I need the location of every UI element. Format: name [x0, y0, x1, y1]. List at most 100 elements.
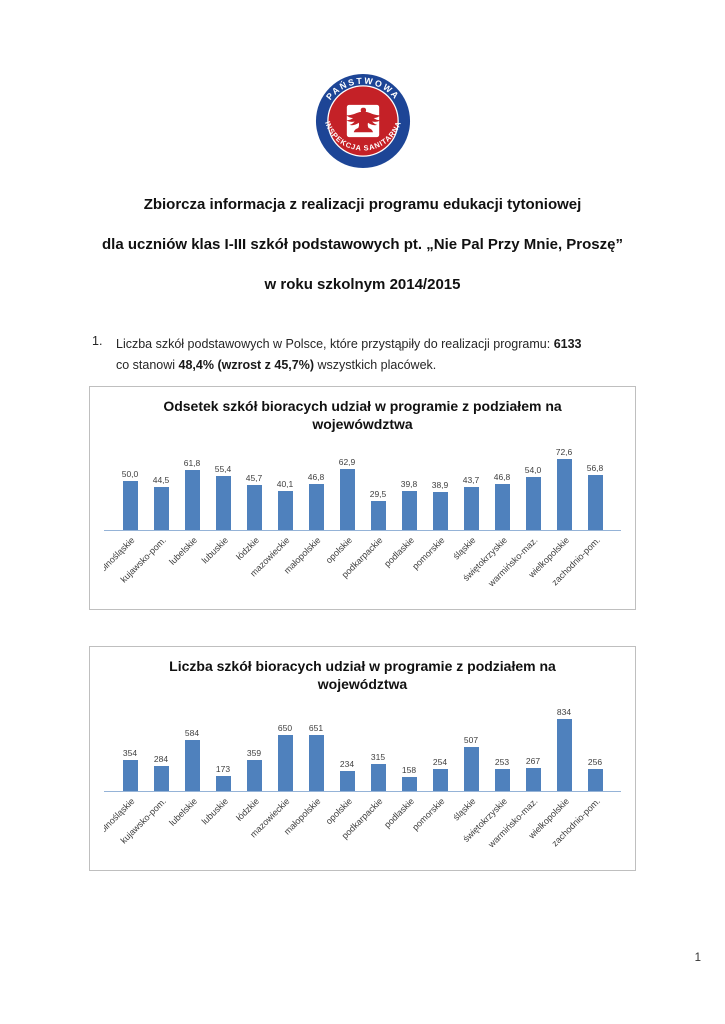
bar-column: 50,0: [115, 469, 146, 530]
bar-value-label: 44,5: [152, 475, 170, 485]
bar-value-label: 584: [184, 728, 200, 738]
bar-value-label: 284: [153, 754, 169, 764]
chart-count-box: Liczba szkół bioracych udział w programi…: [89, 646, 636, 871]
category-label: zachodnio-pom.: [550, 531, 611, 603]
bar-value-label: 39,8: [400, 479, 418, 489]
bar: [525, 768, 541, 791]
bar-column: 40,1: [270, 479, 301, 530]
chart-count-bars: 354 284 584 173 359 650 651 234 315 158 254 507 253 2…: [104, 701, 621, 792]
bar-value-label: 61,8: [183, 458, 201, 468]
bar-value-label: 46,8: [493, 472, 511, 482]
bar-value-label: 72,6: [555, 447, 573, 457]
bar: [122, 760, 138, 791]
bar-column: 507: [456, 735, 487, 791]
chart-count-title: Liczba szkół bioracych udział w programi…: [169, 658, 556, 692]
bar-column: 45,7: [239, 473, 270, 530]
bar-column: 254: [425, 757, 456, 791]
bar: [463, 487, 479, 530]
bar-value-label: 43,7: [462, 475, 480, 485]
bar: [463, 747, 479, 791]
bar-column: 61,8: [177, 458, 208, 530]
bar-column: 158: [394, 765, 425, 791]
bar-value-label: 158: [401, 765, 417, 775]
category-text: śląskie: [451, 796, 479, 823]
eagle-icon: [345, 107, 381, 133]
chart-percentage-box: Odsetek szkół bioracych udział w program…: [89, 386, 636, 610]
category-label: kujawsko-pom.: [119, 531, 177, 603]
bar-column: 62,9: [332, 457, 363, 530]
bar-column: 72,6: [549, 447, 580, 530]
bar-column: 834: [549, 707, 580, 791]
bar: [153, 487, 169, 530]
bar-value-label: 359: [246, 748, 262, 758]
chart-percentage-categories: dolnośląskie kujawsko-pom. lubelskie lubusk…: [104, 531, 621, 603]
bar-column: 354: [115, 748, 146, 791]
chart-percentage-bars: 50,0 44,5 61,8 55,4 45,7 40,1 46,8 62,9 29,5 39,8…: [104, 441, 621, 531]
category-label: małopolskie: [282, 792, 332, 864]
bar: [432, 769, 448, 791]
bar: [401, 777, 417, 791]
logo: PAŃSTWOWA INSPEKCJA SANITARNA: [0, 0, 725, 170]
bar: [308, 735, 324, 791]
bar: [432, 492, 448, 530]
bar-value-label: 254: [432, 757, 448, 767]
category-text: śląskie: [451, 535, 479, 562]
bar-column: 315: [363, 752, 394, 791]
bar: [556, 719, 572, 791]
bar: [246, 485, 262, 530]
bar: [370, 764, 386, 791]
bar-value-label: 54,0: [524, 465, 542, 475]
bar-value-label: 50,0: [121, 469, 139, 479]
bar-column: 584: [177, 728, 208, 791]
bar-value-label: 267: [525, 756, 541, 766]
bar-value-label: 62,9: [338, 457, 356, 467]
bar: [370, 501, 386, 530]
bar-value-label: 651: [308, 723, 324, 733]
bar: [184, 740, 200, 791]
bar-column: 54,0: [518, 465, 549, 530]
bar-value-label: 650: [277, 723, 293, 733]
bar-column: 650: [270, 723, 301, 791]
list-item-1: 1. Liczba szkół podstawowych w Polsce, k…: [92, 334, 652, 376]
percentage-text-pre: co stanowi: [116, 358, 179, 372]
bar-column: 253: [487, 757, 518, 791]
sanitary-inspection-logo: PAŃSTWOWA INSPEKCJA SANITARNA: [315, 73, 410, 169]
chart-count-categories: dolnośląskie kujawsko-pom. lubelskie lubusk…: [104, 792, 621, 864]
bar-column: 651: [301, 723, 332, 791]
bar-value-label: 56,8: [586, 463, 604, 473]
title-line-2: dla uczniów klas I-III szkół podstawowyc…: [102, 236, 623, 253]
category-label: lubuskie: [200, 531, 239, 603]
bar: [556, 459, 572, 530]
bar-value-label: 256: [587, 757, 603, 767]
bar-value-label: 315: [370, 752, 386, 762]
percentage-value: 48,4% (wzrost z 45,7%): [178, 358, 314, 372]
category-text: łódzkie: [234, 796, 262, 823]
bar: [525, 477, 541, 530]
bar: [184, 470, 200, 530]
bar-column: 267: [518, 756, 549, 791]
bar-value-label: 46,8: [307, 472, 325, 482]
category-label: lubelskie: [167, 792, 208, 864]
bar-column: 38,9: [425, 480, 456, 530]
bar-column: 284: [146, 754, 177, 791]
bar-value-label: 38,9: [431, 480, 449, 490]
bar-column: 56,8: [580, 463, 611, 530]
bar: [246, 760, 262, 791]
category-label: kujawsko-pom.: [119, 792, 177, 864]
bar: [339, 771, 355, 791]
bar-column: 46,8: [487, 472, 518, 530]
list-line-1: Liczba szkół podstawowych w Polsce, któr…: [116, 334, 582, 355]
list-number: 1.: [92, 334, 103, 348]
bar: [339, 469, 355, 530]
category-label: pomorskie: [411, 531, 456, 603]
bar-value-label: 354: [122, 748, 138, 758]
bar-column: 29,5: [363, 489, 394, 530]
title-line-1: Zbiorcza informacja z realizacji program…: [143, 196, 582, 213]
bar-column: 39,8: [394, 479, 425, 530]
bar: [122, 481, 138, 530]
bar: [401, 491, 417, 530]
bar-value-label: 507: [463, 735, 479, 745]
bar-value-label: 253: [494, 757, 510, 767]
bar-value-label: 234: [339, 759, 355, 769]
